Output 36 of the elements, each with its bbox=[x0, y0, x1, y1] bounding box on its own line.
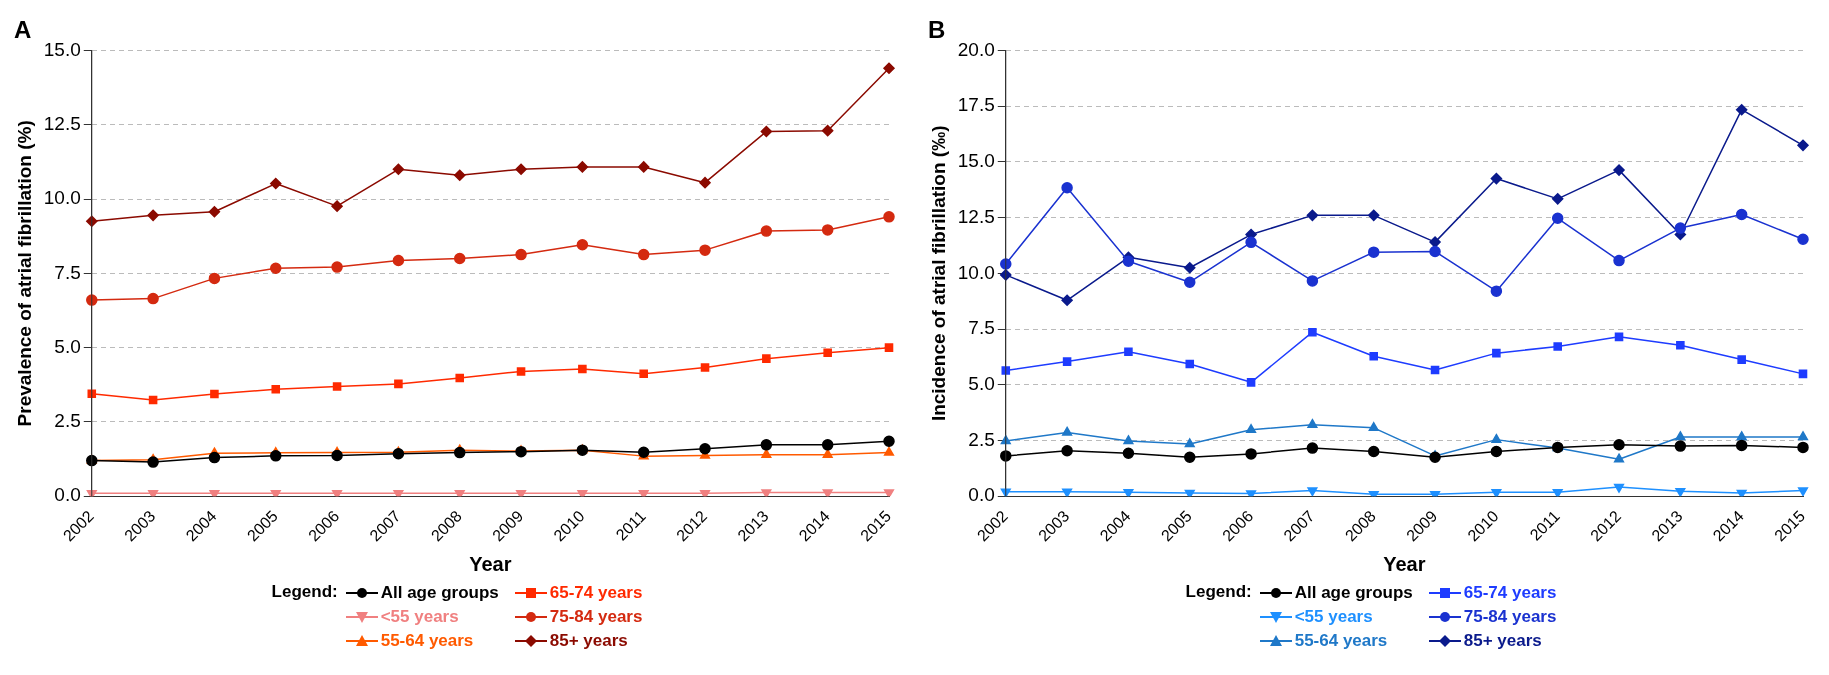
legend-label: 55-64 years bbox=[380, 631, 474, 651]
y-tick-label: 12.5 bbox=[957, 205, 995, 227]
y-tick-label: 5.0 bbox=[968, 373, 995, 395]
legend-label: <55 years bbox=[1294, 607, 1373, 627]
y-tick-label: 7.5 bbox=[54, 261, 81, 283]
y-tick-label: 15.0 bbox=[957, 150, 995, 172]
y-tick-label: 12.5 bbox=[43, 112, 81, 134]
legend-label: 75-84 years bbox=[1463, 607, 1557, 627]
legend-label: 55-64 years bbox=[1294, 631, 1388, 651]
legend-label: All age groups bbox=[380, 583, 499, 603]
y-tick-label: 15.0 bbox=[43, 38, 81, 60]
y-tick-label: 0.0 bbox=[54, 484, 81, 506]
y-axis-title: Prevalence of atrial fibrillation (%) bbox=[13, 120, 35, 427]
y-tick-label: 10.0 bbox=[957, 261, 995, 283]
y-tick-label: 20.0 bbox=[957, 38, 995, 60]
legend-label: 65-74 years bbox=[1463, 583, 1557, 603]
legend-title: Legend: bbox=[271, 581, 338, 602]
chart-title: A bbox=[14, 16, 32, 44]
y-tick-label: 17.5 bbox=[957, 94, 995, 116]
legend-label: 85+ years bbox=[549, 631, 628, 651]
y-tick-label: 5.0 bbox=[54, 335, 81, 357]
y-tick-label: 10.0 bbox=[43, 187, 81, 209]
y-tick-label: 2.5 bbox=[968, 428, 995, 450]
legend-label: <55 years bbox=[380, 607, 459, 627]
legend-title: Legend: bbox=[1185, 581, 1252, 602]
y-tick-label: 7.5 bbox=[968, 317, 995, 339]
chart-title: B bbox=[928, 16, 946, 44]
legend-label: 75-84 years bbox=[549, 607, 643, 627]
y-tick-label: 0.0 bbox=[968, 484, 995, 506]
legend-label: 65-74 years bbox=[549, 583, 643, 603]
legend-label: All age groups bbox=[1294, 583, 1413, 603]
x-axis-title: Year bbox=[469, 552, 512, 575]
legend-label: 85+ years bbox=[1463, 631, 1542, 651]
y-tick-label: 2.5 bbox=[54, 410, 81, 432]
x-axis-title: Year bbox=[1383, 552, 1426, 575]
y-axis-title: Incidence of atrial fibrillation (‰) bbox=[927, 125, 949, 422]
